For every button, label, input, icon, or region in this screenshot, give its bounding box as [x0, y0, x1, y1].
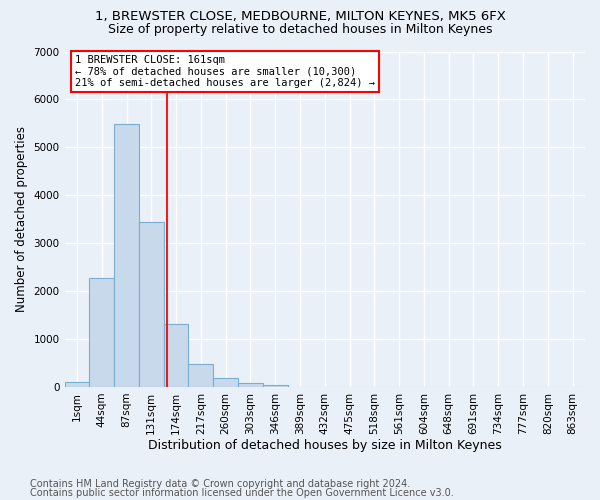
Text: Contains HM Land Registry data © Crown copyright and database right 2024.: Contains HM Land Registry data © Crown c… — [30, 479, 410, 489]
Bar — [263, 384, 287, 387]
Bar — [164, 324, 188, 387]
Bar — [188, 364, 213, 387]
Text: 1 BREWSTER CLOSE: 161sqm
← 78% of detached houses are smaller (10,300)
21% of se: 1 BREWSTER CLOSE: 161sqm ← 78% of detach… — [75, 55, 375, 88]
Text: 1, BREWSTER CLOSE, MEDBOURNE, MILTON KEYNES, MK5 6FX: 1, BREWSTER CLOSE, MEDBOURNE, MILTON KEY… — [95, 10, 505, 23]
Text: Size of property relative to detached houses in Milton Keynes: Size of property relative to detached ho… — [108, 22, 492, 36]
Bar — [213, 378, 238, 387]
Bar — [139, 222, 164, 387]
Bar — [238, 382, 263, 387]
Y-axis label: Number of detached properties: Number of detached properties — [15, 126, 28, 312]
Bar — [89, 278, 114, 387]
X-axis label: Distribution of detached houses by size in Milton Keynes: Distribution of detached houses by size … — [148, 440, 502, 452]
Bar — [114, 124, 139, 387]
Text: Contains public sector information licensed under the Open Government Licence v3: Contains public sector information licen… — [30, 488, 454, 498]
Bar — [65, 382, 89, 387]
